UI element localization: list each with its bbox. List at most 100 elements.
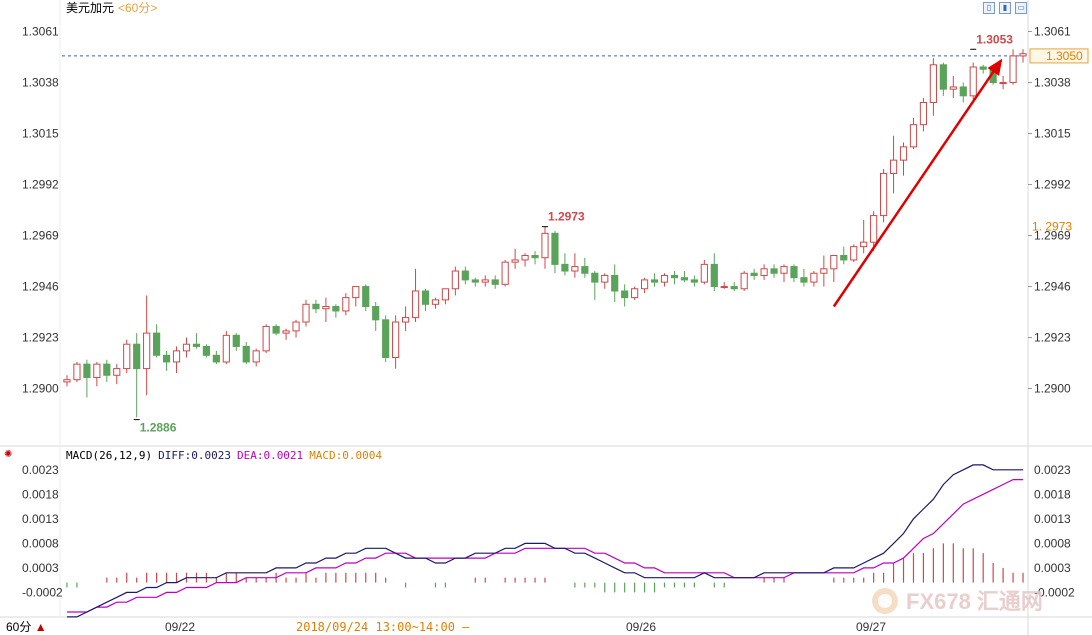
candle-down xyxy=(621,290,629,299)
candle-down xyxy=(103,363,111,376)
trend-arrow-shaft xyxy=(832,59,1003,308)
price-axis-label-left: 1.2969 xyxy=(22,229,59,243)
candle-down xyxy=(83,363,91,378)
macd-axis-label-right: 0.0023 xyxy=(1034,463,1071,477)
dea-line xyxy=(67,479,1023,613)
candle-down xyxy=(770,268,778,274)
candle-up xyxy=(860,241,868,248)
candle-chart-icon[interactable]: ▮ xyxy=(999,2,1011,14)
candle-down xyxy=(153,332,161,356)
period-selector[interactable]: <60分> xyxy=(118,1,158,15)
price-axis-label-left: 1.3015 xyxy=(22,127,59,141)
macd-hist-value: MACD:0.0004 xyxy=(309,449,383,462)
macd-axis-label-right: 0.0018 xyxy=(1034,487,1071,501)
candle-up xyxy=(760,268,768,276)
time-label: 09/22 xyxy=(165,620,195,634)
fx678-logo: FX678 汇通网 xyxy=(872,588,1043,614)
candle-up xyxy=(969,66,977,97)
candle-up xyxy=(123,343,131,370)
candle-down xyxy=(212,354,220,363)
candle-up xyxy=(1009,55,1017,84)
candle-down xyxy=(471,279,479,283)
extreme-label: 1.3053 xyxy=(976,32,1013,46)
macd-axis-label-right: -0.0002 xyxy=(1034,585,1075,599)
candle-up xyxy=(541,232,549,259)
macd-axis-label-left: 0.0003 xyxy=(22,561,59,575)
bar-chart-icon[interactable]: ▯ xyxy=(983,2,995,14)
candle-up xyxy=(481,279,489,283)
candle-up xyxy=(352,286,360,299)
candle-up xyxy=(820,268,828,274)
candle-down xyxy=(690,279,698,283)
candle-down xyxy=(680,277,689,281)
extreme-label: 1.2973 xyxy=(548,210,585,224)
period-toggle-arrow-icon: ▲ xyxy=(34,620,47,634)
period-toggle-label: 60分 xyxy=(6,620,32,634)
candle-down xyxy=(939,64,947,90)
candle-up xyxy=(222,334,230,363)
macd-axis-label-right: 0.0003 xyxy=(1034,561,1071,575)
price-axis-label-right: 1.2946 xyxy=(1034,280,1071,294)
price-axis-label-left: 1.3061 xyxy=(22,25,59,39)
price-axis-label-left: 1.2923 xyxy=(22,331,59,345)
price-axis-label-right: 1.3015 xyxy=(1034,127,1071,141)
price-axis-label-left: 1.2992 xyxy=(22,178,59,192)
current-price-tag xyxy=(1029,48,1089,64)
candle-down xyxy=(421,290,430,305)
candle-up xyxy=(850,246,858,261)
candle-down xyxy=(332,306,340,312)
candle-up xyxy=(830,255,838,270)
candle-up xyxy=(431,299,440,305)
macd-axis-label-right: 0.0008 xyxy=(1034,536,1071,550)
candle-down xyxy=(362,286,370,308)
chart-toolbar: ▯ ▮ ▭ xyxy=(983,2,1033,14)
macd-axis-label-left: 0.0018 xyxy=(22,487,59,501)
candle-down xyxy=(611,274,619,292)
candle-up xyxy=(282,330,290,334)
macd-axis-label-left: 0.0023 xyxy=(22,463,59,477)
candle-down xyxy=(979,66,987,70)
candle-up xyxy=(601,274,609,283)
candle-up xyxy=(342,297,350,312)
indicator-settings-icon[interactable]: ✺ xyxy=(4,449,13,460)
candle-up xyxy=(262,325,270,352)
candle-down xyxy=(232,334,240,347)
candle-up xyxy=(780,266,788,274)
time-label-cursor: 2018/09/24 13:00~14:00 — xyxy=(296,620,470,634)
macd-axis-label-left: 0.0013 xyxy=(22,512,59,526)
candle-down xyxy=(531,255,539,259)
candle-up xyxy=(999,82,1007,85)
currency-pair-label: 美元加元 xyxy=(66,1,115,15)
price-axis-label-right: 1.3061 xyxy=(1034,25,1071,39)
candle-up xyxy=(949,86,957,90)
candle-up xyxy=(292,321,300,332)
price-axis-label-right: 1.2923 xyxy=(1034,331,1071,345)
candle-down xyxy=(272,325,280,334)
candle-up xyxy=(451,270,459,290)
candle-up xyxy=(172,350,181,363)
candle-up xyxy=(252,350,260,363)
macd-axis-label-left: -0.0002 xyxy=(22,585,63,599)
candle-down xyxy=(730,286,738,290)
line-chart-icon[interactable]: ▭ xyxy=(1015,2,1027,14)
price-axis-label-left: 1.3038 xyxy=(22,76,59,90)
candle-down xyxy=(491,279,499,285)
candle-down xyxy=(133,343,141,370)
extreme-label: 1.2886 xyxy=(140,421,177,435)
candle-down xyxy=(750,272,758,276)
candle-up xyxy=(113,368,121,376)
macd-title: MACD(26,12,9) xyxy=(66,449,153,462)
macd-axis-label-left: 0.0008 xyxy=(22,536,59,550)
diff-line xyxy=(67,464,1023,618)
candle-up xyxy=(631,288,639,299)
price-axis-label-right: 1.2992 xyxy=(1034,178,1071,192)
price-axis-label-left: 1.2946 xyxy=(22,280,59,294)
candle-up xyxy=(899,146,908,161)
candle-down xyxy=(710,263,718,288)
candle-down xyxy=(551,232,559,265)
period-toggle[interactable]: 60分 ▲ xyxy=(6,620,47,634)
candle-down xyxy=(382,319,390,359)
candle-up xyxy=(720,286,728,289)
